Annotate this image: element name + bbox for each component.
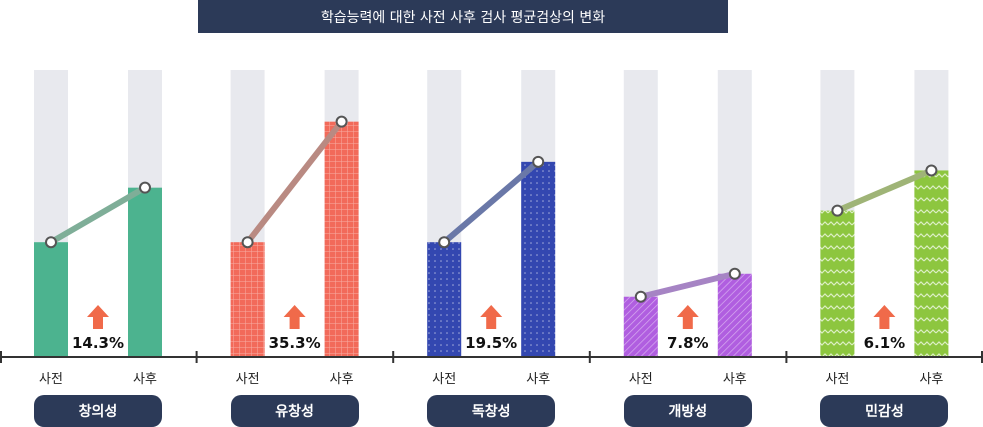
- category-label: 개방성: [623, 395, 752, 427]
- point-marker: [335, 115, 348, 128]
- bar-post: [914, 170, 949, 357]
- bar-label: 사후: [723, 372, 747, 387]
- bar-label: 사전: [629, 372, 653, 387]
- bar-pre: [34, 242, 68, 357]
- change-label: 19.5%: [465, 334, 517, 352]
- bar-label: 사전: [825, 372, 849, 387]
- category-label: 창의성: [34, 395, 162, 427]
- bar-label: 사전: [432, 372, 456, 387]
- up-arrow-icon: [480, 305, 503, 329]
- bar-label: 사후: [526, 372, 550, 387]
- change-label: 14.3%: [72, 334, 124, 352]
- bar-pre: [820, 210, 855, 357]
- trend-line: [441, 158, 542, 246]
- category-label: 유창성: [230, 395, 359, 427]
- change-label: 7.8%: [667, 334, 709, 352]
- change-label: 35.3%: [269, 334, 321, 352]
- point-marker: [728, 267, 741, 280]
- bar-post: [521, 161, 556, 357]
- trend-line: [637, 270, 738, 300]
- point-marker: [45, 236, 57, 249]
- up-arrow-icon: [676, 305, 699, 329]
- bar-pre: [230, 242, 265, 357]
- bar-label: 사후: [919, 372, 943, 387]
- category-label: 민감성: [820, 395, 949, 427]
- bar-post: [128, 187, 162, 357]
- chart-title: 학습능력에 대한 사전 사후 검사 평균검상의 변화: [198, 0, 728, 33]
- bar-label: 사후: [133, 372, 157, 387]
- up-arrow-icon: [873, 305, 896, 329]
- change-label: 6.1%: [864, 334, 906, 352]
- point-marker: [925, 164, 938, 177]
- point-marker: [532, 155, 545, 168]
- bar-label: 사후: [330, 372, 354, 387]
- point-marker: [831, 204, 844, 217]
- point-marker: [139, 181, 151, 194]
- point-marker: [241, 236, 254, 249]
- bar-label: 사전: [39, 372, 63, 387]
- trend-line: [244, 118, 345, 246]
- category-label: 독창성: [427, 395, 556, 427]
- up-arrow-icon: [283, 305, 306, 329]
- bar-label: 사전: [236, 372, 260, 387]
- bar-post: [717, 273, 752, 357]
- up-arrow-icon: [87, 305, 109, 329]
- trend-line: [48, 184, 148, 246]
- trend-line: [834, 167, 935, 214]
- point-marker: [438, 236, 451, 249]
- bar-pre: [623, 296, 658, 357]
- point-marker: [634, 290, 647, 303]
- bar-pre: [427, 242, 462, 357]
- bar-post: [324, 121, 359, 357]
